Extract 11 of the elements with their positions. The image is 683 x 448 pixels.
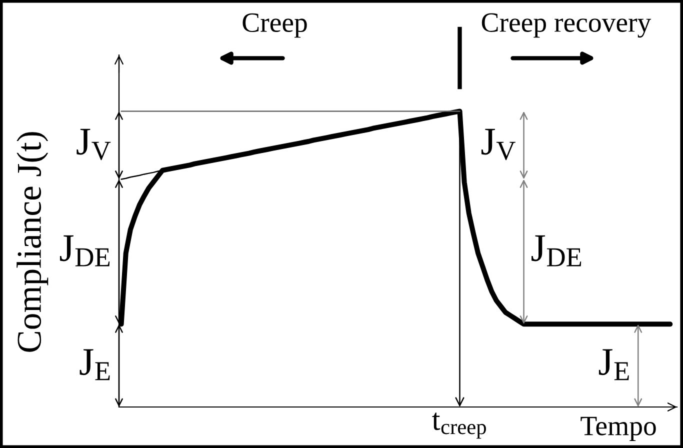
text: t$_{creep}$ <box>432 412 486 439</box>
annotation: J$_{V}$ <box>481 128 516 160</box>
text: Creep <box>242 13 307 38</box>
text: J$_{V}$ <box>76 128 111 160</box>
text: Creep recovery <box>482 13 652 38</box>
x-axis-title: Tempo <box>580 416 656 441</box>
annotation: J$_{DE}$ <box>532 235 582 266</box>
text: J$_{E}$ <box>80 349 110 380</box>
text: J$_{DE}$ <box>60 235 110 266</box>
annotation: J$_{E}$ <box>598 349 629 380</box>
y-axis-title: Compliance J(t) <box>16 132 48 352</box>
